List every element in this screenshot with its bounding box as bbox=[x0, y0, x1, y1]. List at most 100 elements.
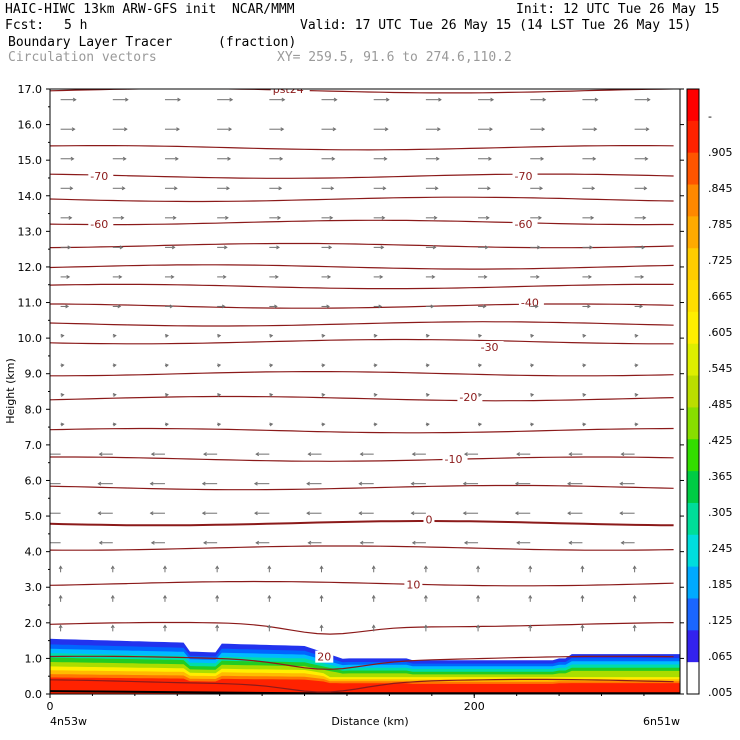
contour-label: 20 bbox=[317, 651, 331, 664]
x-tick-label: 200 bbox=[464, 700, 485, 713]
circulation-vector-head bbox=[437, 127, 441, 132]
circulation-vector-head bbox=[478, 363, 483, 368]
circulation-vector-head bbox=[165, 393, 169, 397]
colorbar-swatch bbox=[687, 630, 699, 663]
field-units: (fraction) bbox=[218, 35, 297, 50]
circulation-vector-head bbox=[122, 156, 127, 161]
tracer-field bbox=[50, 638, 680, 694]
header-valid: Valid: 17 UTC Tue 26 May 15 (14 LST Tue … bbox=[300, 18, 692, 33]
temperature-contour bbox=[50, 580, 674, 587]
contour-label-bg bbox=[512, 170, 538, 183]
circulation-vector-head bbox=[267, 565, 272, 570]
circulation-vector-head bbox=[373, 422, 378, 427]
circulation-vector-head bbox=[644, 156, 649, 161]
colorbar-swatch bbox=[687, 662, 699, 695]
circulation-vector-head bbox=[634, 422, 639, 427]
temperature-contour bbox=[50, 545, 674, 551]
circulation-vector-head bbox=[120, 215, 125, 220]
circulation-vector-head bbox=[371, 624, 376, 629]
circulation-vector-head bbox=[306, 481, 310, 486]
circulation-vector-head bbox=[425, 393, 430, 397]
circulation-vector-head bbox=[634, 363, 639, 368]
circulation-vector-head bbox=[425, 363, 430, 368]
colorbar-label: - bbox=[708, 110, 712, 123]
circulation-vector-head bbox=[112, 422, 117, 427]
circulation-vector-head bbox=[267, 594, 272, 599]
circulation-vector-head bbox=[432, 245, 437, 250]
circulation-vector-head bbox=[434, 186, 439, 191]
circulation-vector-head bbox=[462, 511, 467, 516]
circulation-vector-head bbox=[378, 304, 383, 309]
colorbar-swatch bbox=[687, 598, 699, 631]
colorbar-label: .845 bbox=[708, 182, 733, 195]
circulation-vector-head bbox=[639, 304, 644, 309]
circulation-vector-head bbox=[590, 215, 595, 220]
y-tick-label: 4.0 bbox=[25, 546, 43, 559]
circulation-vector-head bbox=[125, 97, 129, 102]
circulation-vector-head bbox=[269, 393, 274, 397]
circulation-vector-head bbox=[483, 274, 488, 279]
circulation-vector-head bbox=[411, 540, 416, 545]
circulation-vector-head bbox=[165, 422, 169, 427]
circulation-vector-head bbox=[568, 452, 573, 457]
header-fcst-value: 5 h bbox=[64, 18, 88, 33]
circulation-vector-head bbox=[277, 215, 282, 220]
y-tick-label: 13.0 bbox=[18, 225, 43, 238]
colorbar-label: .305 bbox=[708, 506, 733, 519]
tracer-band bbox=[50, 677, 680, 694]
circulation-vector-head bbox=[358, 481, 363, 486]
circulation-vector-head bbox=[528, 565, 533, 570]
y-tick-label: 11.0 bbox=[18, 297, 43, 310]
circulation-vector-head bbox=[329, 215, 334, 220]
circulation-vector-head bbox=[112, 363, 117, 368]
field-name: Boundary Layer Tracer bbox=[8, 35, 173, 50]
circulation-vector-head bbox=[530, 333, 535, 338]
colorbar-label: .185 bbox=[708, 578, 733, 591]
circulation-vector-head bbox=[371, 565, 376, 570]
circulation-vector-head bbox=[373, 333, 378, 338]
circulation-vector-head bbox=[72, 97, 77, 102]
contour-label: -20 bbox=[459, 391, 477, 404]
colorbar-label: .485 bbox=[708, 398, 733, 411]
circulation-vector-head bbox=[488, 156, 492, 161]
circulation-vector-head bbox=[58, 624, 63, 629]
circulation-vector-head bbox=[589, 245, 594, 250]
contour-label-bg bbox=[404, 578, 423, 591]
circulation-vector-head bbox=[580, 624, 585, 629]
circulation-vector-head bbox=[489, 127, 493, 132]
contour-label: -70 bbox=[90, 170, 108, 183]
circulation-vector-head bbox=[319, 594, 324, 599]
circulation-vector-head bbox=[328, 245, 333, 250]
circulation-vector-head bbox=[476, 624, 481, 629]
temperature-contour bbox=[50, 338, 674, 345]
circulation-vector-head bbox=[541, 127, 546, 132]
circulation-vector-head bbox=[537, 245, 541, 250]
circulation-vector-head bbox=[592, 156, 597, 161]
colorbar-label: .125 bbox=[708, 614, 733, 627]
temperature-contour bbox=[50, 173, 674, 179]
circulation-vector-head bbox=[433, 215, 438, 220]
circulation-vector-head bbox=[68, 215, 73, 220]
circulation-vector-head bbox=[203, 452, 207, 457]
circulation-vector-head bbox=[641, 245, 646, 250]
colorbar-swatch bbox=[687, 343, 699, 377]
colorbar-swatch bbox=[687, 89, 699, 122]
x-end-label-right: 6n51w bbox=[643, 715, 680, 728]
colorbar-swatch bbox=[687, 534, 699, 568]
circulation-vector-head bbox=[173, 186, 178, 191]
circulation-vector-head bbox=[632, 565, 637, 570]
circulation-vector-head bbox=[534, 304, 539, 309]
circulation-vector-head bbox=[430, 304, 435, 309]
contour-label-bg bbox=[88, 170, 114, 183]
circulation-vector-head bbox=[255, 540, 260, 545]
circulation-vector-head bbox=[540, 156, 545, 161]
circulation-vector-head bbox=[484, 245, 489, 250]
circulation-vector-head bbox=[542, 97, 547, 102]
circulation-vector-head bbox=[169, 304, 174, 309]
circulation-vector-head bbox=[620, 540, 625, 545]
y-tick-label: 5.0 bbox=[25, 510, 43, 523]
circulation-vector-head bbox=[254, 511, 258, 516]
circulation-vector-head bbox=[358, 511, 363, 516]
colorbar-label: .725 bbox=[708, 254, 733, 267]
circulation-vector-head bbox=[307, 540, 312, 545]
